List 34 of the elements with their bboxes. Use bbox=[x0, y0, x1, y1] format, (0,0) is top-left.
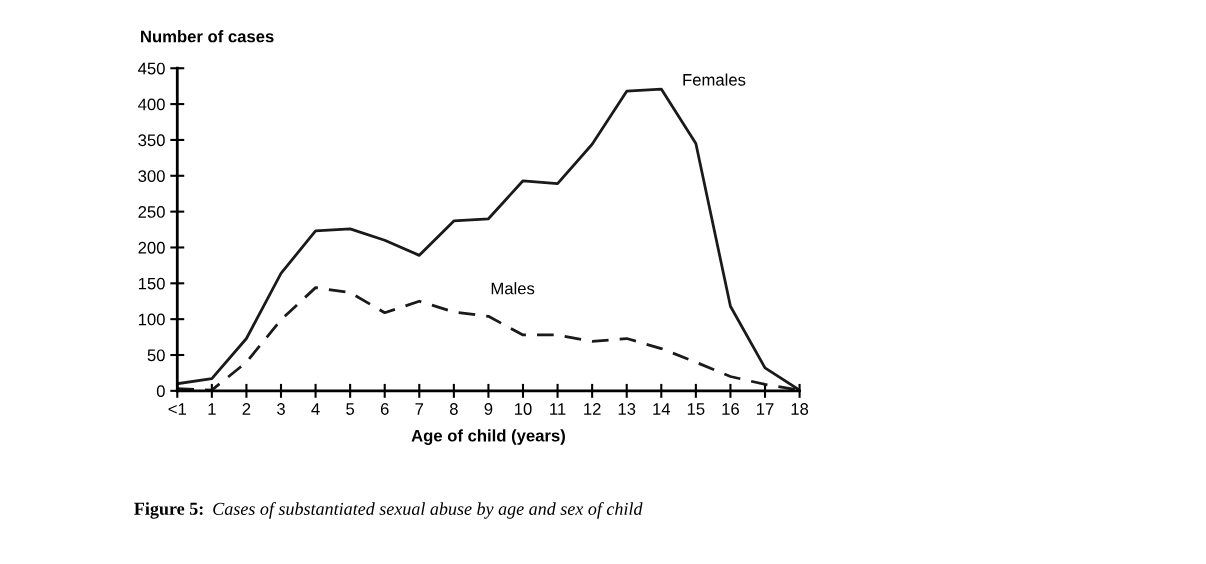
series-label: Males bbox=[491, 282, 535, 295]
x-tick-label: 16 bbox=[722, 403, 739, 415]
x-tick-label: 12 bbox=[584, 403, 601, 415]
x-tick-label: 10 bbox=[515, 403, 532, 415]
x-tick-label: 6 bbox=[380, 403, 389, 415]
x-tick-label: 18 bbox=[791, 403, 809, 415]
y-axis-title: Number of cases bbox=[141, 30, 274, 43]
x-tick-label: 7 bbox=[415, 403, 424, 415]
x-tick-label: 4 bbox=[311, 403, 320, 415]
x-tick-label: 11 bbox=[550, 403, 566, 415]
x-tick-label: 5 bbox=[346, 403, 355, 415]
y-tick-label: 0 bbox=[156, 385, 165, 398]
x-axis-title: Age of child (years) bbox=[411, 429, 565, 445]
caption: Figure 5: Cases of substantiated sexual abuse by age and sex of child bbox=[134, 502, 643, 519]
series-label: Females bbox=[683, 73, 746, 86]
y-tick-label: 450 bbox=[138, 62, 165, 75]
x-tick-label: 14 bbox=[653, 403, 671, 415]
y-tick-label: 250 bbox=[138, 206, 165, 218]
x-tick-label: 3 bbox=[277, 403, 285, 415]
x-tick-label: 2 bbox=[242, 403, 251, 415]
x-tick-label: 15 bbox=[687, 403, 705, 415]
y-tick-label: 300 bbox=[138, 170, 165, 182]
y-tick-label: 350 bbox=[138, 134, 165, 147]
y-tick-label: 400 bbox=[138, 98, 165, 111]
x-tick-label: 8 bbox=[449, 403, 458, 415]
x-tick-label: 1 bbox=[208, 403, 216, 415]
y-tick-label: 50 bbox=[147, 349, 165, 362]
x-tick-label: 17 bbox=[757, 403, 774, 415]
y-tick-label: 150 bbox=[138, 277, 165, 290]
x-tick-label: <1 bbox=[168, 403, 186, 415]
y-tick-label: 100 bbox=[138, 313, 165, 326]
y-tick-label: 200 bbox=[138, 241, 165, 254]
x-tick-label: 9 bbox=[484, 403, 493, 415]
x-tick-label: 13 bbox=[618, 403, 636, 415]
